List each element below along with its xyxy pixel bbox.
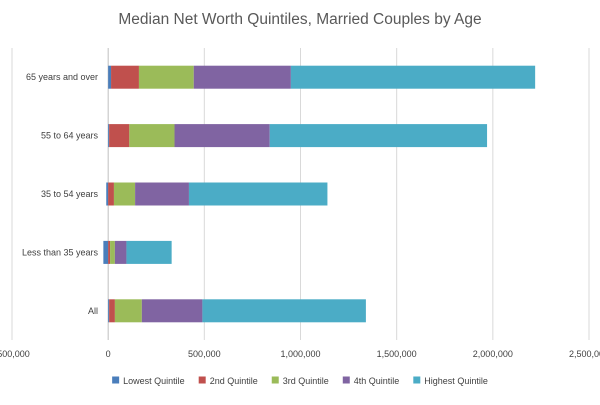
legend-label: 4th Quintile [354, 376, 400, 386]
bar-segment [108, 65, 112, 89]
legend-swatch [198, 376, 206, 384]
bars [103, 65, 536, 323]
bar-segment [174, 124, 270, 148]
legend-item: 3rd Quintile [271, 376, 329, 386]
bar-segment [109, 299, 115, 323]
category-label: 65 years and over [26, 72, 98, 82]
bar-segment [202, 299, 366, 323]
legend-swatch [271, 376, 279, 384]
bar-segment [106, 182, 109, 206]
legend-item: Lowest Quintile [112, 376, 185, 386]
bar-segment [129, 124, 175, 148]
legend-item: Highest Quintile [413, 376, 488, 386]
bar-segment [114, 299, 142, 323]
bar-segment [108, 299, 110, 323]
legend-label: 2nd Quintile [210, 376, 258, 386]
legend-swatch [112, 376, 120, 384]
bar-segment [114, 240, 127, 264]
legend-swatch [342, 376, 350, 384]
bar-segment [111, 65, 139, 89]
legend-item: 2nd Quintile [198, 376, 258, 386]
category-label: All [88, 306, 98, 316]
legend-label: Lowest Quintile [123, 376, 185, 386]
legend-item: 4th Quintile [342, 376, 400, 386]
chart-title: Median Net Worth Quintiles, Married Coup… [118, 11, 481, 28]
x-tick-label: 1,500,000 [377, 349, 417, 359]
bar-segment [109, 124, 130, 148]
legend-swatch [413, 376, 421, 384]
bar-segment [103, 240, 109, 264]
bar-segment [141, 299, 203, 323]
category-label: 55 to 64 years [41, 131, 99, 141]
bar-segment [126, 240, 172, 264]
bar-segment [113, 182, 136, 206]
bar-segment [290, 65, 536, 89]
bar-segment [108, 124, 110, 148]
bar-segment [135, 182, 189, 206]
x-tick-label: 500,000 [188, 349, 221, 359]
x-axis-ticks: -500,000 0 500,000 1,000,000 1,500,000 2,000,… [0, 349, 600, 359]
bar-segment [138, 65, 194, 89]
bar-segment [188, 182, 328, 206]
legend: Lowest Quintile 2nd Quintile 3rd Quintile 4… [112, 376, 488, 386]
x-tick-label: 2,500,000 [569, 349, 600, 359]
x-tick-label: -500,000 [0, 349, 30, 359]
category-label: 35 to 54 years [41, 189, 99, 199]
legend-label: 3rd Quintile [283, 376, 329, 386]
x-tick-label: 0 [106, 349, 111, 359]
x-tick-label: 2,000,000 [473, 349, 513, 359]
bar-segment [193, 65, 291, 89]
bar-segment [108, 240, 111, 264]
bar-segment [110, 240, 115, 264]
category-label: Less than 35 years [22, 247, 99, 257]
legend-label: Highest Quintile [424, 376, 488, 386]
x-tick-label: 1,000,000 [280, 349, 320, 359]
bar-segment [269, 124, 488, 148]
category-labels: 65 years and over 55 to 64 years 35 to 54 … [22, 72, 99, 316]
bar-segment [108, 182, 114, 206]
